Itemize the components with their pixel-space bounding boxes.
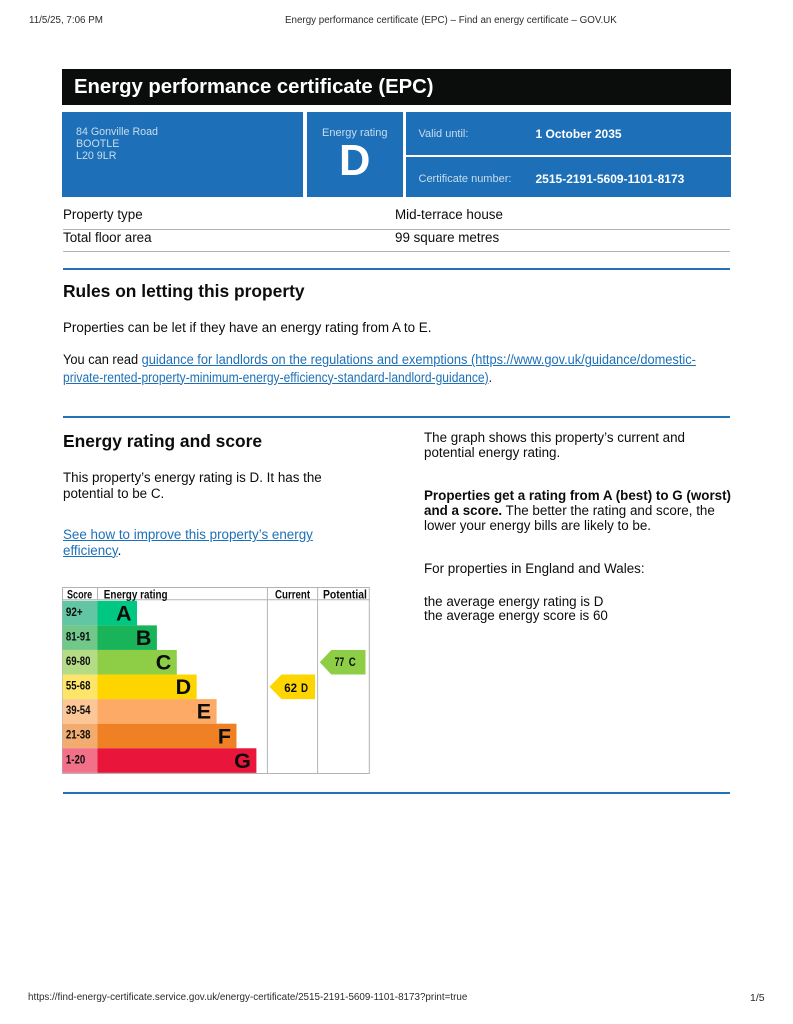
svg-text:Potential: Potential — [323, 588, 367, 602]
svg-text:81-91: 81-91 — [66, 629, 91, 643]
svg-text:21-38: 21-38 — [66, 728, 91, 742]
svg-text:1-20: 1-20 — [66, 752, 86, 766]
svg-text:Current: Current — [275, 588, 310, 602]
svg-text:C: C — [156, 651, 172, 675]
svg-text:92+: 92+ — [66, 605, 83, 619]
svg-text:Energy rating: Energy rating — [104, 588, 168, 602]
svg-text:D: D — [176, 675, 192, 699]
svg-text:F: F — [218, 724, 231, 748]
svg-text:55-68: 55-68 — [66, 679, 91, 693]
svg-text:B: B — [136, 626, 152, 650]
svg-text:A: A — [116, 601, 132, 625]
svg-text:E: E — [197, 700, 211, 724]
svg-text:Score: Score — [67, 588, 92, 602]
svg-text:77: 77 — [335, 655, 345, 669]
svg-text:C: C — [349, 655, 356, 669]
svg-text:62: 62 — [284, 681, 297, 695]
svg-text:G: G — [234, 749, 251, 773]
svg-text:D: D — [301, 681, 308, 695]
svg-text:69-80: 69-80 — [66, 654, 91, 668]
svg-text:39-54: 39-54 — [66, 703, 91, 717]
